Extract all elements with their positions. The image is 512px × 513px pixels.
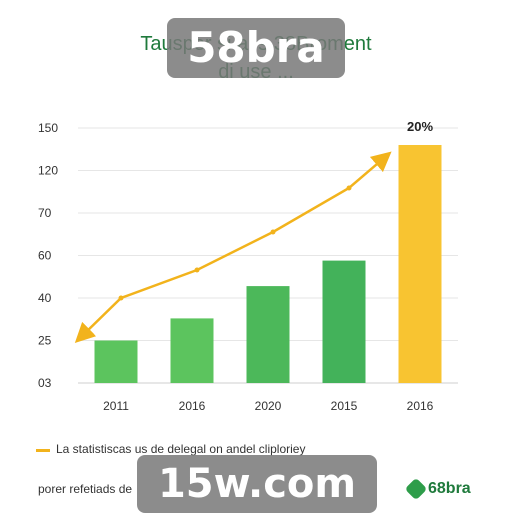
legend-label: La statistiscas us de delegal on andel c…	[56, 442, 306, 456]
bar-2	[246, 286, 290, 383]
bar-annotation: 20%	[407, 119, 433, 134]
y-tick-label: 40	[38, 291, 52, 305]
legend-line-swatch	[36, 449, 50, 452]
y-tick-label: 120	[38, 164, 58, 178]
brand-name: 68bra	[428, 480, 471, 497]
x-tick-label: 2020	[255, 399, 282, 413]
watermark-top: 58bra	[167, 18, 345, 78]
y-tick-label: 25	[38, 334, 52, 348]
y-tick-label: 60	[38, 249, 52, 263]
x-tick-label: 2016	[407, 399, 434, 413]
trend-point	[270, 229, 276, 235]
trend-point	[194, 267, 200, 273]
y-tick-label: 70	[38, 206, 52, 220]
y-tick-label: 03	[38, 376, 52, 390]
trend-point	[346, 185, 352, 191]
bar-4	[398, 145, 442, 383]
brand-leaf-icon	[404, 477, 428, 501]
trend-point	[118, 295, 124, 301]
x-tick-label: 2011	[103, 399, 129, 413]
footer-text: porer refetiads de	[38, 482, 133, 496]
watermark-bottom: 15w.com	[137, 455, 377, 513]
bar-3	[322, 260, 366, 383]
x-tick-label: 2016	[179, 399, 206, 413]
trend-arrow-line	[74, 151, 392, 343]
x-tick-label: 2015	[331, 399, 358, 413]
bar-0	[94, 340, 138, 383]
y-tick-label: 150	[38, 121, 58, 135]
brand-logo: 68bra	[404, 477, 471, 501]
bar-1	[170, 318, 214, 383]
